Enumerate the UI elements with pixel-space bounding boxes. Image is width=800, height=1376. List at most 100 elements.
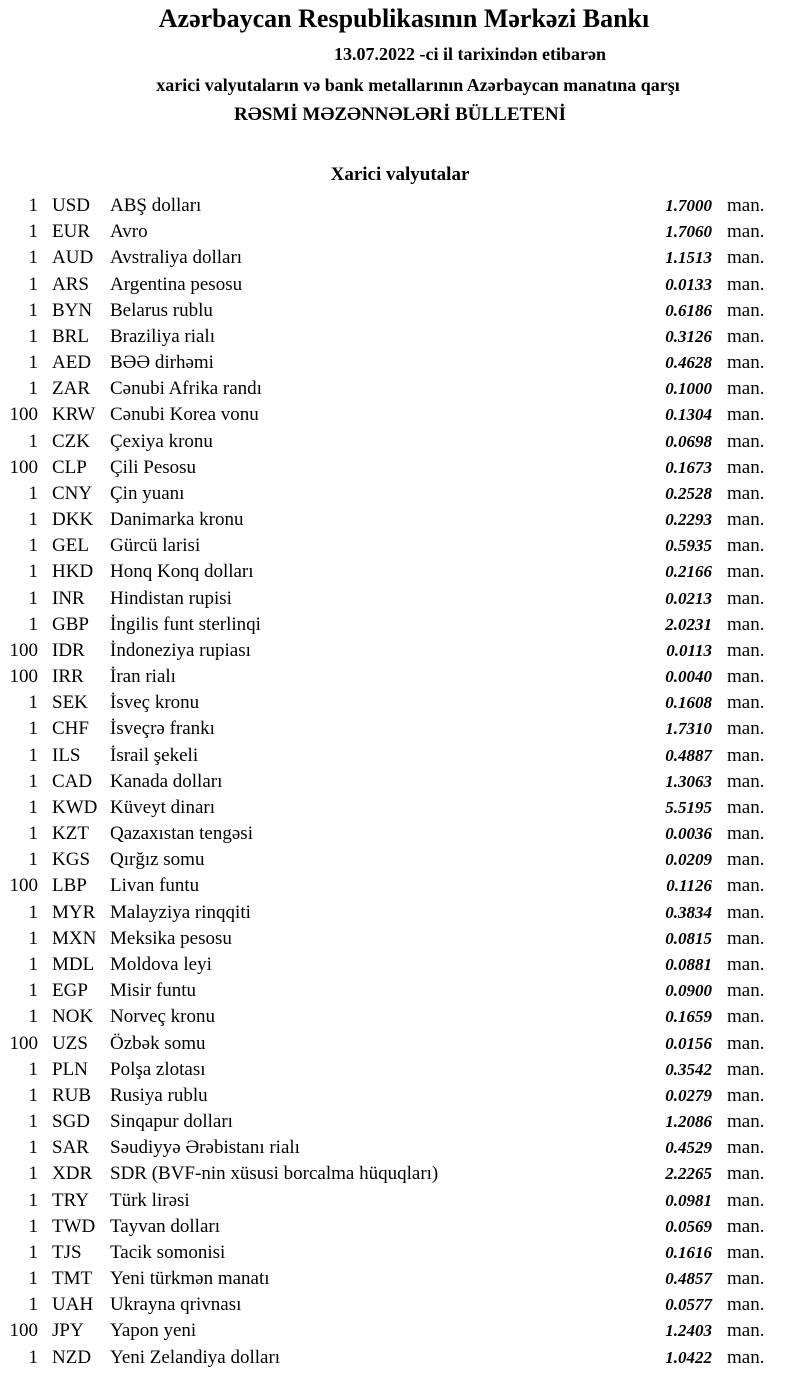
- exchange-rate: 5.5195: [665, 797, 712, 817]
- currency-code: SAR: [52, 1137, 89, 1159]
- rate-row: 1 USD ABŞ dolları 1.7000 man.: [0, 193, 800, 219]
- rate-row: 1 AUD Avstraliya dolları 1.1513 man.: [0, 245, 800, 271]
- currency-quantity: 100: [9, 1320, 39, 1342]
- currency-code: BRL: [52, 325, 89, 347]
- currency-quantity: 1: [28, 613, 39, 635]
- currency-quantity: 100: [9, 666, 39, 688]
- rate-row: 1 EUR Avro 1.7060 man.: [0, 219, 800, 245]
- currency-code: CNY: [52, 482, 93, 504]
- currency-name: İndoneziya rupiası: [110, 639, 251, 661]
- bulletin-title: RƏSMİ MƏZƏNNƏLƏRİ BÜLLETENİ: [233, 104, 566, 125]
- currency-code: JPY: [52, 1320, 84, 1342]
- currency-code: TJS: [52, 1241, 82, 1263]
- unit-label: man.: [727, 639, 765, 661]
- unit-label: man.: [727, 1268, 765, 1290]
- unit-label: man.: [727, 770, 765, 792]
- currency-code: KGS: [52, 849, 91, 871]
- document-subtitle: xarici valyutaların və bank metallarının…: [156, 75, 680, 95]
- section-title: Xarici valyutalar: [330, 164, 470, 185]
- currency-name: Kanada dolları: [110, 770, 223, 792]
- currency-code: SGD: [52, 1111, 91, 1133]
- exchange-rate: 0.2528: [665, 483, 712, 503]
- currency-name: Qırğız somu: [110, 849, 205, 871]
- exchange-rate: 0.0815: [665, 928, 712, 948]
- rate-row: 1 ILS İsrail şekeli 0.4887 man.: [0, 743, 800, 769]
- rate-row: 1 AED BƏƏ dirhəmi 0.4628 man.: [0, 350, 800, 376]
- currency-name: Moldova leyi: [110, 953, 212, 975]
- exchange-rate: 0.0698: [665, 431, 712, 451]
- currency-code: ILS: [52, 744, 81, 766]
- unit-label: man.: [727, 1032, 765, 1054]
- rate-row: 1 UAH Ukrayna qrivnası 0.0577 man.: [0, 1292, 800, 1318]
- currency-code: CHF: [52, 718, 89, 740]
- rate-row: 1 KGS Qırğız somu 0.0209 man.: [0, 847, 800, 873]
- currency-name: Honq Konq dolları: [110, 561, 254, 583]
- currency-name: Yapon yeni: [110, 1320, 197, 1342]
- unit-label: man.: [727, 613, 765, 635]
- currency-code: AUD: [52, 247, 94, 269]
- currency-code: IDR: [52, 639, 85, 661]
- unit-label: man.: [727, 666, 765, 688]
- exchange-rate: 0.4857: [665, 1269, 712, 1289]
- exchange-rate: 0.2293: [665, 510, 712, 530]
- currency-quantity: 100: [9, 639, 39, 661]
- currency-quantity: 1: [28, 482, 39, 504]
- exchange-rate: 0.1000: [665, 379, 712, 399]
- currency-code: CLP: [52, 456, 87, 478]
- exchange-rate: 1.7310: [665, 719, 712, 739]
- rate-row: 1 MYR Malayziya rinqqiti 0.3834 man.: [0, 900, 800, 926]
- unit-label: man.: [727, 456, 765, 478]
- rate-row: 1 MXN Meksika pesosu 0.0815 man.: [0, 926, 800, 952]
- currency-code: KWD: [52, 796, 98, 818]
- exchange-rate: 1.3063: [665, 771, 712, 791]
- currency-quantity: 1: [28, 927, 39, 949]
- currency-quantity: 1: [28, 1006, 39, 1028]
- currency-code: TMT: [52, 1268, 93, 1290]
- currency-quantity: 1: [28, 509, 39, 531]
- rate-row: 100 KRW Cənubi Korea vonu 0.1304 man.: [0, 402, 800, 428]
- currency-name: Belarus rublu: [110, 299, 213, 321]
- exchange-rate: 1.7060: [665, 222, 712, 242]
- currency-code: BYN: [52, 299, 93, 321]
- exchange-rate: 0.3834: [665, 902, 712, 922]
- unit-label: man.: [727, 247, 765, 269]
- currency-name: Gürcü larisi: [110, 535, 201, 557]
- currency-quantity: 1: [28, 718, 39, 740]
- rate-row: 1 ZAR Cənubi Afrika randı 0.1000 man.: [0, 376, 800, 402]
- unit-label: man.: [727, 927, 765, 949]
- currency-quantity: 1: [28, 273, 39, 295]
- unit-label: man.: [727, 352, 765, 374]
- rate-row: 100 UZS Özbək somu 0.0156 man.: [0, 1031, 800, 1057]
- currency-name: Səudiyyə Ərəbistanı rialı: [110, 1137, 300, 1159]
- currency-code: PLN: [52, 1058, 88, 1080]
- currency-quantity: 1: [28, 587, 39, 609]
- currency-code: TRY: [52, 1189, 89, 1211]
- unit-label: man.: [727, 535, 765, 557]
- currency-quantity: 1: [28, 430, 39, 452]
- currency-name: İngilis funt sterlinqi: [110, 613, 261, 635]
- exchange-rate: 0.1659: [665, 1007, 712, 1027]
- unit-label: man.: [727, 1058, 765, 1080]
- exchange-rate: 0.0040: [665, 667, 712, 687]
- currency-name: Çin yuanı: [110, 482, 185, 504]
- rate-row: 100 CLP Çili Pesosu 0.1673 man.: [0, 455, 800, 481]
- currency-code: KZT: [52, 823, 89, 845]
- unit-label: man.: [727, 509, 765, 531]
- currency-quantity: 1: [28, 1241, 39, 1263]
- unit-label: man.: [727, 1084, 765, 1106]
- unit-label: man.: [727, 1294, 765, 1316]
- rate-row: 1 CAD Kanada dolları 1.3063 man.: [0, 769, 800, 795]
- unit-label: man.: [727, 692, 765, 714]
- currency-code: KRW: [52, 404, 96, 426]
- rate-row: 100 IRR İran rialı 0.0040 man.: [0, 664, 800, 690]
- rate-row: 1 RUB Rusiya rublu 0.0279 man.: [0, 1083, 800, 1109]
- currency-quantity: 1: [28, 901, 39, 923]
- exchange-rate: 0.3542: [665, 1059, 712, 1079]
- currency-code: EUR: [52, 221, 90, 243]
- exchange-rate: 0.2166: [665, 562, 712, 582]
- currency-code: GBP: [52, 613, 89, 635]
- unit-label: man.: [727, 430, 765, 452]
- rate-row: 1 INR Hindistan rupisi 0.0213 man.: [0, 586, 800, 612]
- unit-label: man.: [727, 1137, 765, 1159]
- currency-quantity: 1: [28, 1189, 39, 1211]
